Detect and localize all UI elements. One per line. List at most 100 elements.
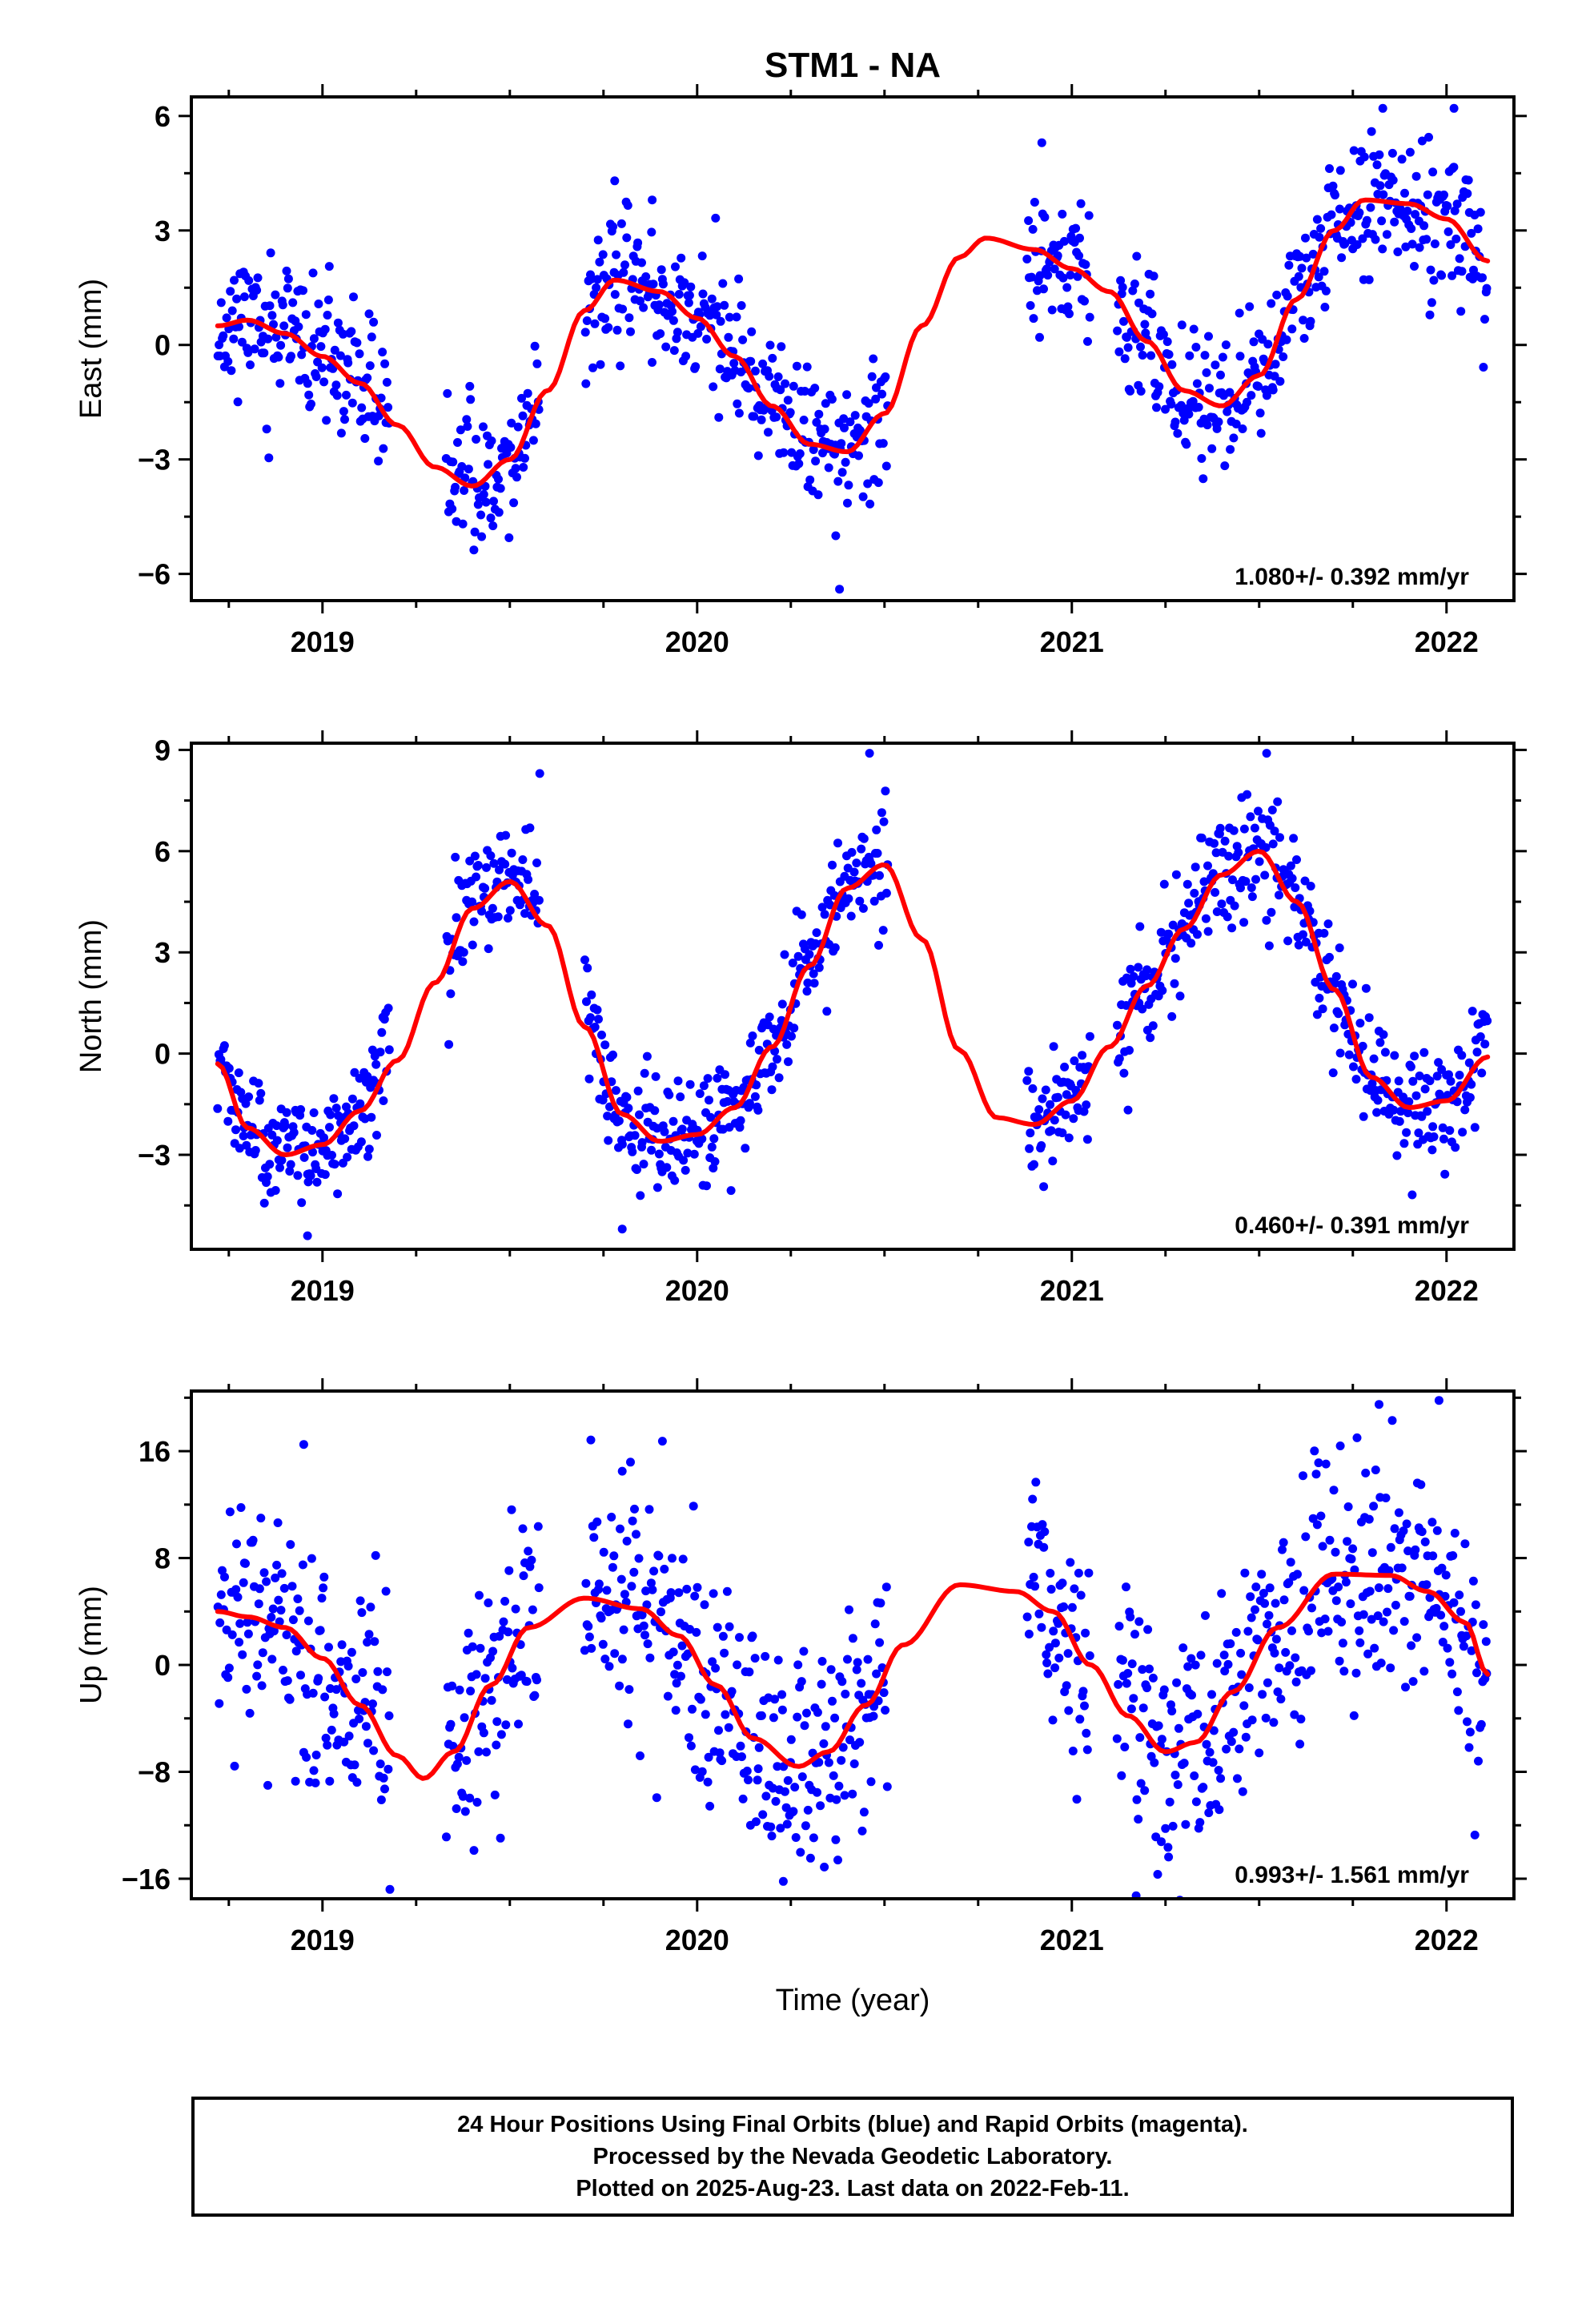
up-data-point (630, 1504, 639, 1514)
east-data-point (1447, 271, 1457, 280)
east-data-point (339, 329, 347, 339)
up-data-point (766, 1822, 776, 1831)
east-data-point (779, 448, 789, 457)
up-data-point (587, 1643, 596, 1653)
east-data-point (1212, 424, 1222, 433)
up-data-point (783, 1775, 793, 1785)
east-data-point (1182, 440, 1191, 449)
up-data-point (287, 1582, 297, 1591)
north-data-point (525, 823, 535, 833)
up-data-point (1437, 1563, 1447, 1573)
east-data-point (1247, 391, 1256, 400)
up-data-point (308, 1688, 318, 1698)
north-data-point (1236, 883, 1245, 893)
up-data-point (1255, 1748, 1264, 1758)
up-data-point (1317, 1628, 1327, 1638)
east-data-point (352, 338, 362, 348)
north-data-point (224, 1063, 234, 1073)
east-data-point (1287, 324, 1297, 334)
east-data-point (620, 260, 629, 270)
east-data-point (1411, 210, 1420, 219)
east-data-point (1450, 206, 1460, 215)
up-data-point (875, 1638, 885, 1647)
up-data-point (1479, 1620, 1488, 1630)
east-data-point (451, 482, 460, 492)
up-data-point (293, 1594, 303, 1603)
north-data-point (617, 1224, 627, 1234)
up-data-point (1359, 1610, 1368, 1619)
north-data-point (622, 1092, 632, 1102)
east-data-point (1328, 181, 1338, 191)
up-data-point (1207, 1690, 1216, 1699)
north-data-point (1264, 941, 1274, 951)
up-data-point (644, 1505, 654, 1514)
east-data-point (1047, 305, 1057, 315)
up-data-point (1046, 1585, 1056, 1594)
up-data-point (1449, 1598, 1459, 1607)
east-data-point (724, 332, 733, 342)
north-data-point (263, 1172, 272, 1181)
east-data-point (1430, 239, 1439, 248)
north-data-point (331, 1104, 341, 1113)
north-data-point (1247, 892, 1257, 902)
east-data-point (812, 417, 821, 427)
north-data-point (1255, 857, 1264, 866)
north-rate-label: 0.460+/- 0.391 mm/yr (1235, 1212, 1469, 1239)
north-data-point (1392, 1151, 1402, 1160)
up-data-point (216, 1590, 226, 1599)
east-data-point (1071, 223, 1081, 233)
north-data-point (750, 1092, 760, 1101)
east-data-point (1423, 190, 1432, 199)
up-data-point (628, 1516, 637, 1526)
north-data-point (1159, 879, 1169, 889)
north-data-point (1078, 1051, 1087, 1060)
east-data-point (343, 358, 353, 368)
up-data-point (533, 1522, 543, 1531)
north-data-point (624, 1104, 633, 1113)
east-data-point (1035, 332, 1044, 342)
north-data-point (1351, 1075, 1361, 1084)
east-data-point (656, 329, 665, 339)
up-data-point (1227, 1737, 1236, 1747)
east-data-point (671, 262, 680, 271)
north-data-point (534, 895, 544, 905)
up-data-point (307, 1554, 316, 1563)
north-data-point (265, 1160, 275, 1169)
east-data-point (332, 391, 342, 400)
north-data-point (843, 863, 853, 873)
north-data-point (495, 865, 504, 875)
east-data-point (1204, 332, 1213, 341)
east-data-point (1359, 152, 1369, 162)
north-data-point (1186, 939, 1196, 948)
up-data-point (1455, 1590, 1464, 1600)
north-data-point (375, 1047, 385, 1057)
up-data-point (1039, 1542, 1049, 1552)
east-data-point (877, 389, 887, 399)
north-data-point (1411, 1091, 1421, 1100)
east-data-point (1173, 428, 1182, 438)
north-data-point (1190, 888, 1199, 898)
north-data-point (1025, 1144, 1034, 1153)
up-data-point (315, 1626, 325, 1635)
east-data-point (235, 322, 243, 332)
east-data-point (331, 380, 341, 390)
east-data-point (1199, 474, 1208, 484)
up-data-point (581, 1578, 591, 1588)
up-data-point (617, 1655, 627, 1664)
up-data-point (1376, 1659, 1386, 1668)
up-data-point (840, 1791, 849, 1800)
north-data-point (507, 848, 516, 858)
east-data-point (322, 416, 331, 425)
up-data-point (239, 1578, 248, 1587)
up-data-point (1037, 1622, 1046, 1632)
east-data-point (637, 258, 646, 267)
east-data-point (685, 291, 694, 300)
east-data-point (1177, 320, 1186, 330)
up-data-point (769, 1713, 778, 1723)
up-data-point (468, 1642, 477, 1651)
north-data-point (1470, 1123, 1480, 1132)
up-data-point (1405, 1591, 1415, 1601)
north-data-point (1406, 1062, 1415, 1072)
up-data-point (1269, 1718, 1279, 1727)
up-data-point (371, 1550, 380, 1560)
